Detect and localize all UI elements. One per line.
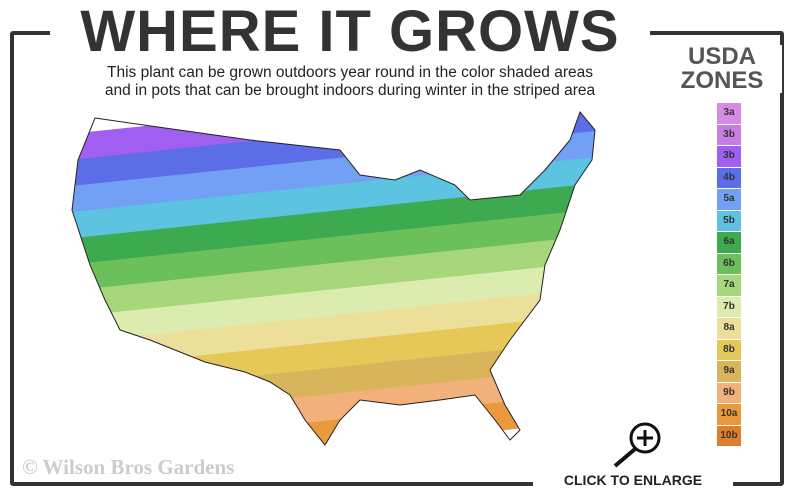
subtitle-line-1: This plant can be grown outdoors year ro…: [107, 64, 593, 81]
zone-band: [72, 203, 595, 337]
legend-zone-3a: 3a: [717, 103, 741, 124]
legend-zone-7a: 7a: [717, 275, 741, 296]
enlarge-icon[interactable]: [613, 422, 661, 468]
zone-band: [72, 126, 595, 259]
legend-zone-3b: 3b: [717, 124, 741, 145]
subtitle-line-2: and in pots that can be brought indoors …: [104, 82, 596, 99]
legend-zone-9b: 9b: [717, 382, 741, 403]
legend-title: USDA ZONES: [662, 45, 782, 93]
legend-zone-10b: 10b: [717, 425, 741, 446]
zone-band: [72, 151, 595, 285]
subtitle: This plant can be grown outdoors year ro…: [40, 64, 660, 100]
legend-zone-9a: 9a: [717, 361, 741, 382]
zone-band: [72, 229, 595, 362]
legend-zone-5b: 5b: [717, 210, 741, 231]
legend-zone-8b: 8b: [717, 339, 741, 360]
legend-zone-4b: 4b: [717, 167, 741, 188]
page-title: WHERE IT GROWS: [50, 0, 650, 64]
zone-legend: 3a 3b 3b 4b 5a 5b 6a 6b 7a 7b 8a 8b 9a 9b 10a 10b: [717, 103, 741, 447]
legend-zone-10a: 10a: [717, 404, 741, 425]
legend-zone-8a: 8a: [717, 318, 741, 339]
us-outline: [71, 111, 596, 446]
legend-zone-5a: 5a: [717, 189, 741, 210]
watermark: © Wilson Bros Gardens: [22, 455, 235, 479]
legend-zone-6b: 6b: [717, 253, 741, 274]
legend-zone-7b: 7b: [717, 296, 741, 317]
legend-zone-6a: 6a: [717, 232, 741, 253]
legend-zone-3b: 3b: [717, 146, 741, 167]
click-to-enlarge-button[interactable]: CLICK TO ENLARGE: [533, 470, 733, 490]
zone-band: [72, 177, 595, 311]
